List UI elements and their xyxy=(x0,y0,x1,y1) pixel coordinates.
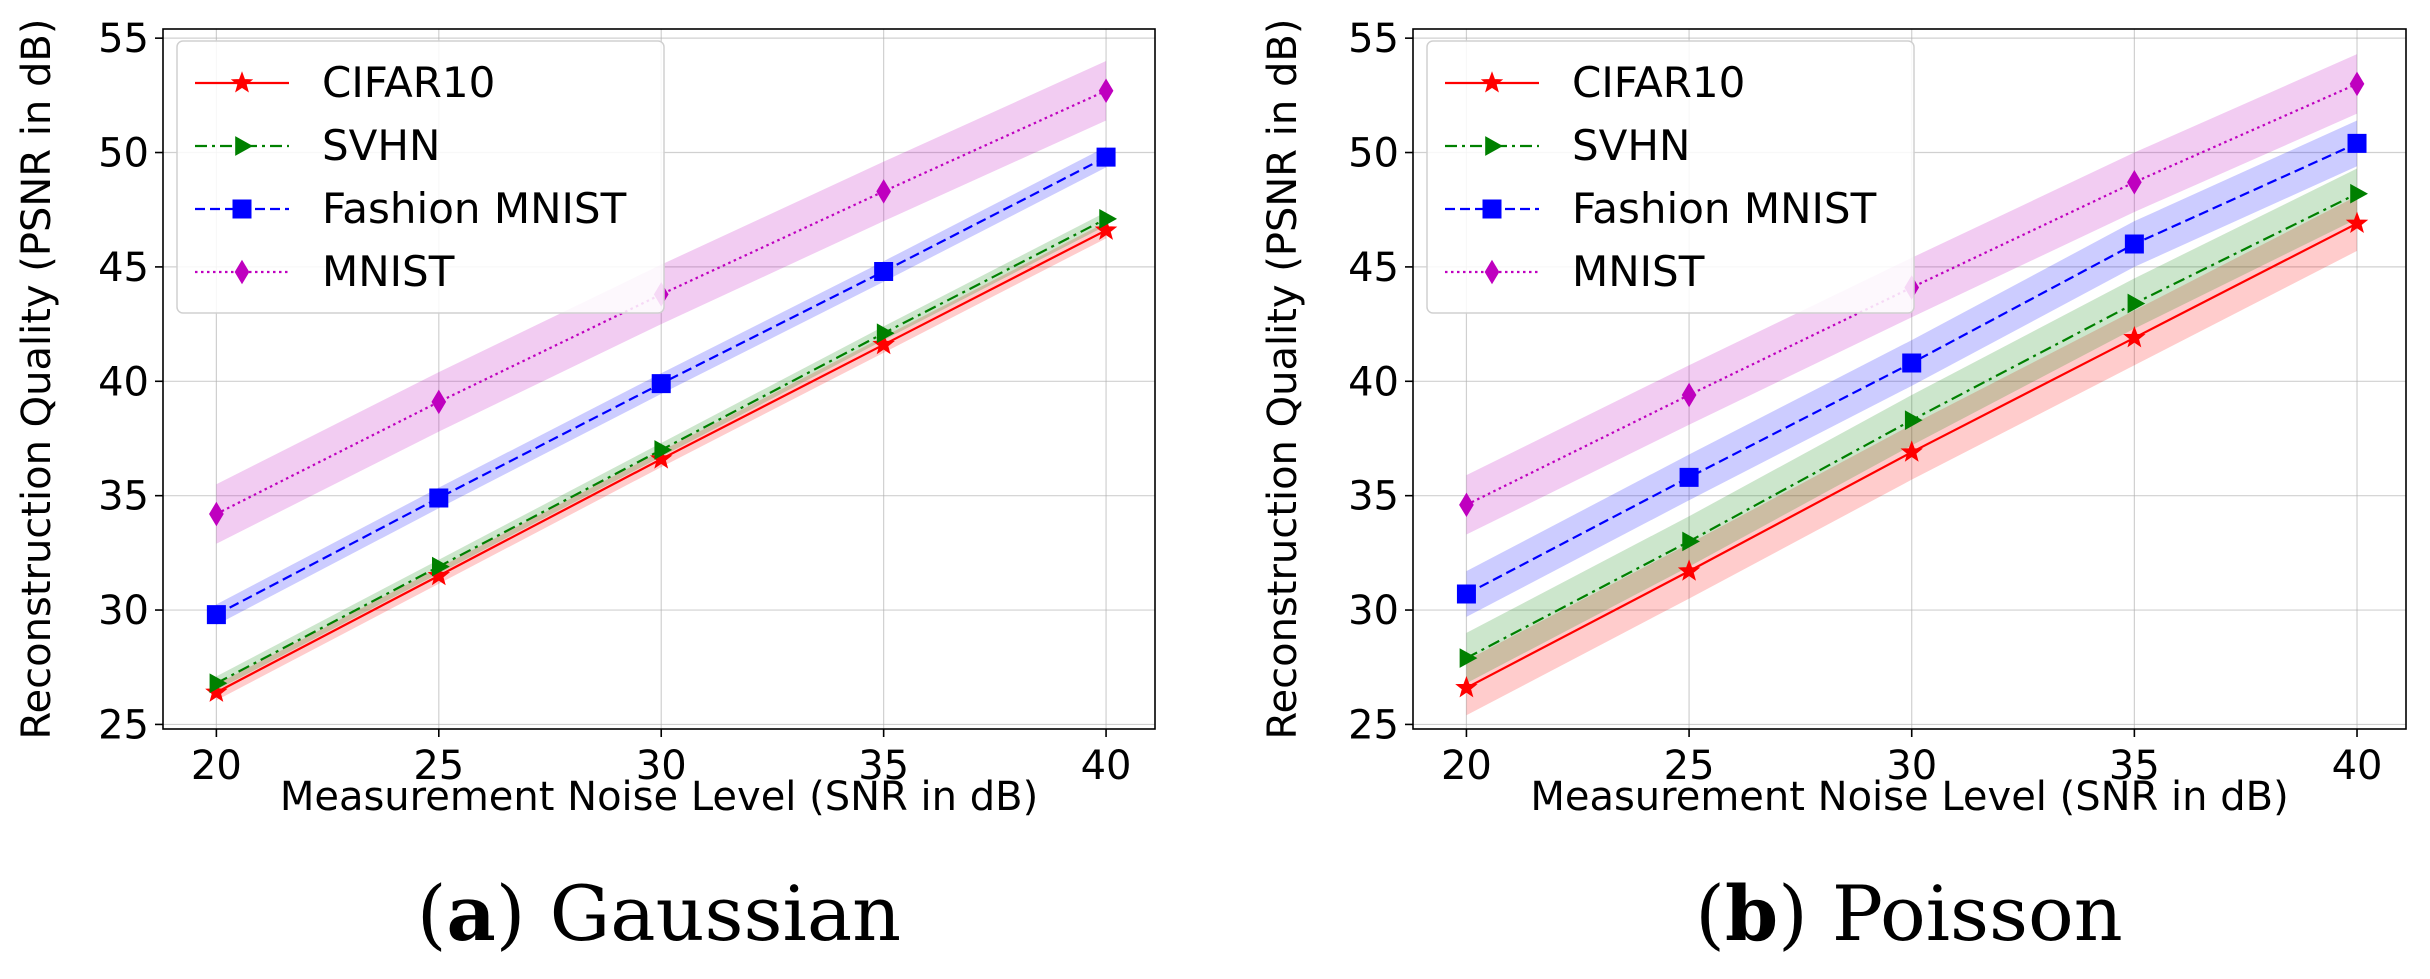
y-tick-label: 30 xyxy=(1348,588,1399,634)
data-point-svhn xyxy=(1099,209,1117,229)
data-point-cifar10 xyxy=(205,680,228,702)
data-point-fashion-mnist xyxy=(874,261,894,281)
legend-swatch-marker xyxy=(232,199,252,219)
y-tick-label: 45 xyxy=(1348,245,1399,291)
data-point-mnist xyxy=(1681,382,1697,408)
y-tick-label: 55 xyxy=(1348,16,1399,62)
legend-swatch-marker xyxy=(1482,199,1502,219)
axes-frame xyxy=(162,28,1156,730)
data-point-cifar10 xyxy=(1900,440,1923,462)
y-axis-label: Reconstruction Quality (PSNR in dB) xyxy=(14,19,60,740)
data-point-mnist xyxy=(876,179,891,204)
series-line-mnist xyxy=(1465,82,2358,506)
x-tick-label: 35 xyxy=(2109,743,2160,789)
y-tick-label: 50 xyxy=(1348,131,1399,177)
x-axis-label: Measurement Noise Level (SNR in dB) xyxy=(280,774,1038,820)
x-tick-label: 25 xyxy=(413,743,464,789)
data-point-svhn xyxy=(1459,648,1478,668)
data-point-mnist xyxy=(2349,71,2365,97)
series-line-mnist xyxy=(215,89,1107,515)
data-point-fashion-mnist xyxy=(1679,467,1699,487)
data-point-cifar10 xyxy=(650,447,673,469)
data-point-fashion-mnist xyxy=(206,605,226,625)
y-axis-label: Reconstruction Quality (PSNR in dB) xyxy=(1260,19,1306,740)
legend-swatch-marker xyxy=(1484,259,1500,285)
x-tick-label: 35 xyxy=(858,743,909,789)
legend: CIFAR10 SVHN Fashion MNIST MNIST xyxy=(176,40,665,314)
legend-swatch-marker xyxy=(1480,71,1504,93)
y-tick-label: 25 xyxy=(98,702,149,748)
data-point-fashion-mnist xyxy=(1456,584,1476,604)
legend-label: SVHN xyxy=(1572,121,1690,170)
x-tick-label: 20 xyxy=(1441,743,1492,789)
legend-swatch-marker xyxy=(230,71,254,93)
data-point-svhn xyxy=(1904,410,1923,431)
data-point-mnist xyxy=(1098,78,1114,103)
data-point-fashion-mnist xyxy=(429,488,449,508)
y-tick-label: 25 xyxy=(1348,702,1399,748)
axes-frame xyxy=(1412,28,2407,730)
chart-panel-a: 20 25 30 35 40 25 30 35 40 45 50 55 Measurement Nois… xyxy=(14,16,1156,958)
legend-label: MNIST xyxy=(1572,247,1705,296)
legend-label: Fashion MNIST xyxy=(1572,184,1877,233)
y-tick-label: 40 xyxy=(1348,359,1399,405)
data-point-svhn xyxy=(209,673,228,694)
y-tick-label: 35 xyxy=(1348,474,1399,520)
legend-label: MNIST xyxy=(322,247,455,296)
data-point-mnist xyxy=(431,389,447,415)
y-tick-label: 30 xyxy=(98,588,149,634)
legend-label: Fashion MNIST xyxy=(322,184,627,233)
panel-caption: (a) Gaussian xyxy=(417,869,901,958)
data-point-mnist xyxy=(209,501,224,527)
data-point-mnist xyxy=(2127,170,2142,195)
data-point-fashion-mnist xyxy=(2347,133,2367,153)
data-point-fashion-mnist xyxy=(1096,147,1116,167)
data-point-cifar10 xyxy=(2123,326,2146,348)
legend-label: CIFAR10 xyxy=(1572,58,1745,107)
data-point-cifar10 xyxy=(2345,211,2369,233)
data-point-svhn xyxy=(2350,183,2368,204)
y-tick-label: 40 xyxy=(98,359,149,405)
data-point-cifar10 xyxy=(872,332,895,355)
x-tick-label: 40 xyxy=(1081,743,1132,789)
data-point-fashion-mnist xyxy=(1902,353,1922,373)
data-point-cifar10 xyxy=(1455,676,1478,698)
legend-swatch-marker xyxy=(234,259,250,285)
legend-label: CIFAR10 xyxy=(322,58,495,107)
data-point-svhn xyxy=(876,323,895,344)
data-point-mnist xyxy=(1459,492,1474,518)
data-point-fashion-mnist xyxy=(2124,234,2144,254)
legend-box xyxy=(176,40,665,314)
y-tick-label: 45 xyxy=(98,245,149,291)
x-tick-label: 40 xyxy=(2332,743,2383,789)
data-point-svhn xyxy=(432,556,450,577)
legend-swatch-marker xyxy=(235,136,253,156)
data-point-svhn xyxy=(1682,531,1701,552)
data-point-svhn xyxy=(2127,293,2146,314)
x-tick-label: 20 xyxy=(191,743,242,789)
y-tick-label: 55 xyxy=(98,16,149,62)
data-point-svhn xyxy=(654,440,673,460)
data-point-cifar10 xyxy=(427,563,451,586)
data-point-fashion-mnist xyxy=(651,374,671,394)
y-tick-label: 50 xyxy=(98,131,149,177)
panel-caption: (b) Poisson xyxy=(1695,869,2122,958)
chart-panel-b: 20 25 30 35 40 25 30 35 40 45 50 55 Measurement Nois… xyxy=(1260,16,2407,958)
x-tick-label: 30 xyxy=(1886,743,1937,789)
data-point-cifar10 xyxy=(1094,218,1118,240)
legend-label: SVHN xyxy=(322,121,440,170)
y-tick-label: 35 xyxy=(98,474,149,520)
legend: CIFAR10 SVHN Fashion MNIST MNIST xyxy=(1426,40,1915,314)
x-axis-label: Measurement Noise Level (SNR in dB) xyxy=(1530,774,2288,820)
x-tick-label: 30 xyxy=(636,743,687,789)
legend-box xyxy=(1426,40,1915,314)
x-tick-label: 25 xyxy=(1664,743,1715,789)
legend-swatch-marker xyxy=(1485,136,1503,156)
data-point-cifar10 xyxy=(1677,559,1701,581)
